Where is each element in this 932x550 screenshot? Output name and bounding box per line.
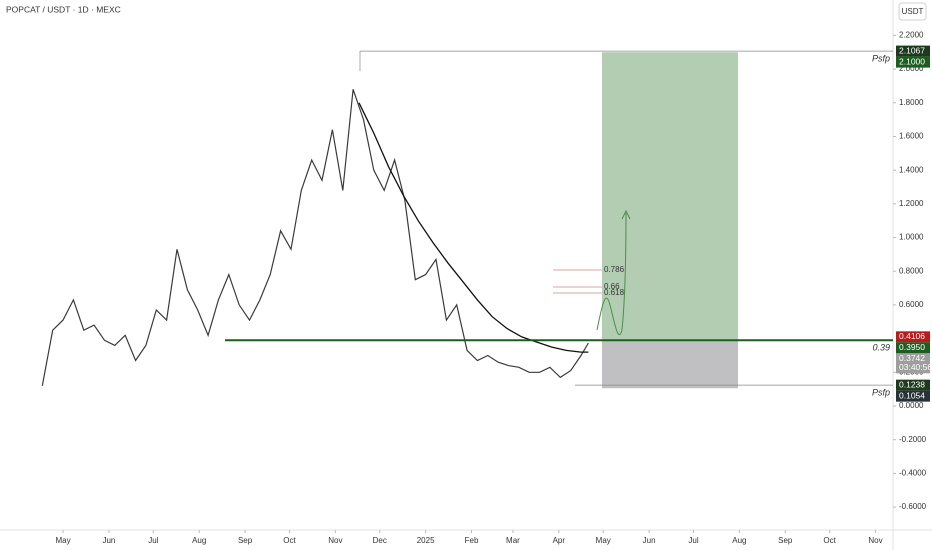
price-tag xyxy=(896,353,930,374)
price-tag xyxy=(896,45,930,57)
y-tick-label: 2.0000 xyxy=(899,64,924,73)
x-tick-label: Dec xyxy=(373,536,387,545)
chart-title: POPCAT / USDT · 1D · MEXC xyxy=(6,4,121,14)
y-tick-label: -0.4000 xyxy=(899,469,927,478)
loss-zone xyxy=(602,339,738,389)
price-tag xyxy=(896,379,930,391)
y-tick-label: 1.2000 xyxy=(899,199,924,208)
price-tag xyxy=(896,56,930,68)
x-tick-label: Apr xyxy=(553,536,566,545)
y-tick-label: 0.6000 xyxy=(899,300,924,309)
y-tick-label: 1.4000 xyxy=(899,165,924,174)
y-tick-label: 1.8000 xyxy=(899,98,924,107)
price-tag xyxy=(896,342,930,354)
y-tick-label: 0.0000 xyxy=(899,401,924,410)
x-tick-label: Mar xyxy=(506,536,520,545)
x-tick-label: Oct xyxy=(283,536,296,545)
price-tag-label: 0.3742 xyxy=(899,353,925,363)
price-tag xyxy=(896,390,930,402)
x-tick-label: Jul xyxy=(148,536,158,545)
projection-arrow xyxy=(596,209,631,336)
x-tick-label: Aug xyxy=(192,536,206,545)
currency-label[interactable]: USDT xyxy=(902,7,924,16)
x-tick-label: 2025 xyxy=(417,536,435,545)
x-tick-label: Jul xyxy=(688,536,698,545)
psfp-label: Psfp xyxy=(872,53,890,63)
fib-label: 0.786 xyxy=(604,265,625,274)
x-tick-label: Nov xyxy=(868,536,882,545)
y-tick-label: 1.6000 xyxy=(899,132,924,141)
price-tag-label: 0.1054 xyxy=(899,390,925,400)
price-line xyxy=(41,89,589,386)
y-tick-label: 2.2000 xyxy=(899,30,924,39)
price-tag-label: 0.3950 xyxy=(899,342,925,352)
price-tag-label: 2.1067 xyxy=(899,45,925,55)
x-tick-label: May xyxy=(55,536,70,545)
x-tick-label: Sep xyxy=(778,536,793,545)
x-tick-label: Jun xyxy=(102,536,115,545)
x-tick-label: Oct xyxy=(823,536,836,545)
x-tick-label: Aug xyxy=(732,536,746,545)
x-tick-label: Nov xyxy=(328,536,342,545)
y-tick-label: 0.8000 xyxy=(899,266,924,275)
price-tag xyxy=(896,331,930,343)
y-tick-label: 1.0000 xyxy=(899,233,924,242)
countdown: 03:40:56 xyxy=(899,362,932,372)
y-tick-label: -0.2000 xyxy=(899,435,927,444)
price-tag-label: 2.1000 xyxy=(899,56,925,66)
currency-button[interactable] xyxy=(898,2,927,21)
psfp-label: Psfp xyxy=(872,388,890,398)
level-label: 0.39 xyxy=(872,343,890,353)
moving-average xyxy=(358,102,589,353)
fib-label: 0.618 xyxy=(604,288,625,297)
x-tick-label: Sep xyxy=(238,536,253,545)
fib-label: 0.66 xyxy=(604,282,620,291)
x-tick-label: Feb xyxy=(465,536,479,545)
price-tag-label: 0.1238 xyxy=(899,379,925,389)
price-tag-label: 0.4106 xyxy=(899,331,925,341)
x-tick-label: Jun xyxy=(643,536,656,545)
x-tick-label: May xyxy=(596,536,611,545)
y-tick-label: -0.6000 xyxy=(899,502,927,511)
